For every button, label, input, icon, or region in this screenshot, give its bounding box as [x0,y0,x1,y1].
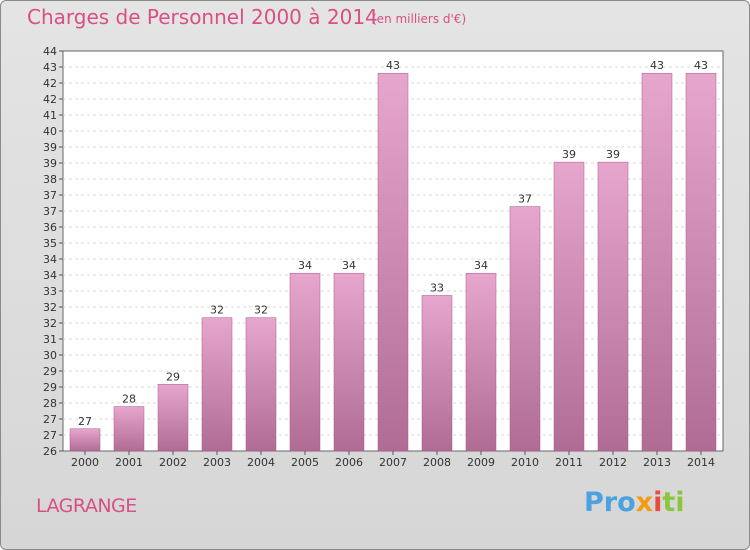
y-tick-label: 42 [43,93,57,106]
y-tick-label: 42 [43,77,57,90]
data-label: 39 [562,148,576,161]
y-tick-label: 32 [43,301,57,314]
y-tick-label: 37 [43,189,57,202]
bar [377,72,409,452]
y-tick-label: 36 [43,221,57,234]
y-tick-label: 44 [43,45,57,58]
data-label: 34 [474,259,488,272]
y-tick-label: 35 [43,237,57,250]
data-label: 39 [606,148,620,161]
y-tick-label: 29 [43,365,57,378]
y-tick-label: 43 [43,61,57,74]
bar [553,161,585,452]
x-tick-label: 2004 [247,456,275,469]
bar [465,272,497,452]
logo-part-1: Pro [584,487,636,518]
x-tick-label: 2012 [599,456,627,469]
logo-part-2: x [635,487,654,518]
y-tick-label: 26 [43,445,57,458]
data-label: 32 [210,304,224,317]
bar [201,317,233,452]
x-tick-label: 2002 [159,456,187,469]
data-label: 34 [298,259,312,272]
x-tick-label: 2011 [555,456,583,469]
bar [113,406,145,452]
y-tick-label: 38 [43,173,57,186]
data-label: 33 [430,281,444,294]
bar [69,428,101,452]
chart-subtitle: (en milliers d'€) [372,12,467,26]
y-tick-label: 29 [43,381,57,394]
y-tick-label: 39 [43,141,57,154]
data-label: 43 [694,59,708,72]
data-label: 43 [650,59,664,72]
bar [685,72,717,452]
y-tick-label: 32 [43,317,57,330]
bar [245,317,277,452]
x-tick-label: 2005 [291,456,319,469]
bar [641,72,673,452]
x-tick-label: 2008 [423,456,451,469]
data-label: 43 [386,59,400,72]
chart-title: Charges de Personnel 2000 à 2014 [27,5,378,29]
x-tick-label: 2000 [71,456,99,469]
y-tick-label: 33 [43,285,57,298]
y-tick-label: 28 [43,397,57,410]
data-label: 34 [342,259,356,272]
data-label: 32 [254,304,268,317]
logo-part-3: i [653,487,663,518]
bar [289,272,321,452]
y-tick-label: 41 [43,109,57,122]
y-tick-label: 40 [43,125,57,138]
x-tick-label: 2010 [511,456,539,469]
commune-name: LAGRANGE [36,495,137,517]
y-tick-label: 27 [43,413,57,426]
bar [333,272,365,452]
data-label: 37 [518,193,532,206]
y-tick-label: 31 [43,333,57,346]
y-tick-label: 39 [43,157,57,170]
bar [157,384,189,452]
y-tick-label: 27 [43,429,57,442]
bar [597,161,629,452]
data-label: 29 [166,370,180,383]
logo-part-4: ti [662,487,685,518]
bar [421,295,453,452]
bar [509,206,541,452]
x-tick-label: 2003 [203,456,231,469]
x-tick-label: 2014 [687,456,715,469]
x-tick-label: 2006 [335,456,363,469]
y-tick-label: 37 [43,205,57,218]
y-tick-label: 30 [43,349,57,362]
data-label: 28 [122,393,136,406]
data-label: 27 [78,415,92,428]
x-tick-label: 2007 [379,456,407,469]
x-tick-label: 2013 [643,456,671,469]
x-tick-label: 2001 [115,456,143,469]
proxiti-logo[interactable]: Proxiti [584,487,685,518]
y-tick-label: 34 [43,269,57,282]
x-tick-label: 2009 [467,456,495,469]
y-tick-label: 34 [43,253,57,266]
